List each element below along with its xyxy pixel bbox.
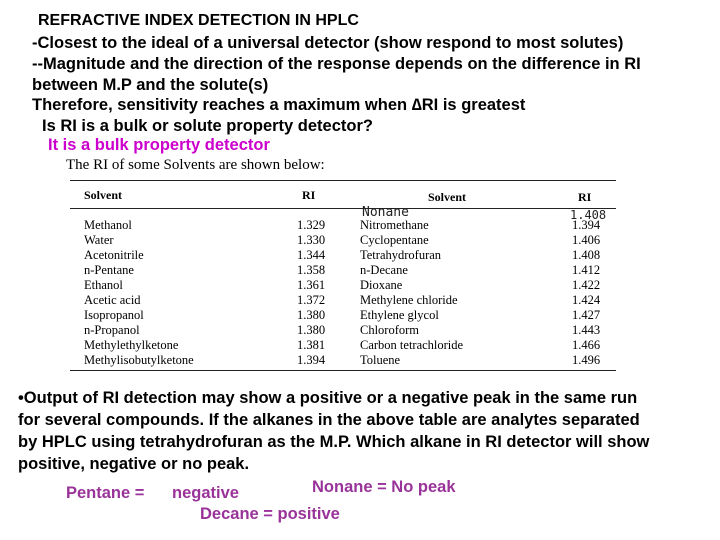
list-item: 1.330 (297, 233, 326, 247)
list-item: Isopropanol (84, 308, 144, 322)
list-item: Chloroform (360, 323, 420, 337)
line-universal-detector: -Closest to the ideal of a universal det… (32, 34, 624, 52)
bullet-line-2: for several compounds. If the alkanes in… (18, 411, 640, 429)
list-item: 1.358 (297, 263, 326, 277)
list-item: 1.496 (572, 353, 601, 367)
list-item: n-Pentane (84, 263, 134, 277)
left-solvent-column: Methanol Water Acetonitrile n-Pentane Et… (84, 218, 194, 368)
answer-bulk-property: It is a bulk property detector (48, 136, 270, 154)
list-item: 1.443 (572, 323, 601, 337)
list-item: 1.381 (297, 338, 326, 352)
list-item: 1.344 (297, 248, 326, 262)
table-header-rule (70, 208, 616, 209)
list-item: Methanol (84, 218, 132, 232)
line-sensitivity: Therefore, sensitivity reaches a maximum… (32, 96, 525, 115)
list-item: Methylethylketone (84, 338, 179, 352)
table-bottom-rule (70, 370, 616, 371)
list-item: n-Decane (360, 263, 408, 277)
answer-pentane-label: Pentane = (66, 484, 145, 502)
bullet-line-3: by HPLC using tetrahydrofuran as the M.P… (18, 433, 650, 451)
list-item: Methylene chloride (360, 293, 458, 307)
list-item: Cyclopentane (360, 233, 429, 247)
line-bulk-question: Is RI is a bulk or solute property detec… (42, 117, 373, 135)
list-item: 1.427 (572, 308, 601, 322)
list-item: 1.380 (297, 308, 326, 322)
answer-pentane-value: negative (172, 484, 239, 502)
header-solvent-left: Solvent (84, 188, 123, 202)
sensitivity-text: Therefore, sensitivity reaches a maximum… (32, 96, 412, 114)
header-solvent-right: Solvent (428, 190, 467, 204)
delta-icon: ∆ (411, 96, 422, 114)
list-item: Toluene (360, 353, 401, 367)
list-item: Water (84, 233, 114, 247)
list-item: 1.394 (297, 353, 326, 367)
list-item: 1.372 (297, 293, 326, 307)
bullet-text: Output of RI detection may show a positi… (23, 389, 638, 407)
list-item: Acetic acid (84, 293, 141, 307)
bullet-line-1: •Output of RI detection may show a posit… (18, 389, 637, 408)
list-item: n-Propanol (84, 323, 140, 337)
line-magnitude-direction: --Magnitude and the direction of the res… (32, 55, 641, 73)
list-item: 1.422 (572, 278, 601, 292)
list-item: Acetonitrile (84, 248, 144, 262)
list-item: Nitromethane (360, 218, 429, 232)
list-item: Dioxane (360, 278, 403, 292)
handwritten-nonane: Nonane (362, 205, 409, 220)
bullet-line-4: positive, negative or no peak. (18, 455, 250, 473)
right-solvent-column: Nitromethane Cyclopentane Tetrahydrofura… (360, 218, 463, 368)
list-item: 1.412 (572, 263, 601, 277)
list-item: Ethylene glycol (360, 308, 439, 322)
list-item: 1.380 (297, 323, 326, 337)
list-item: 1.408 (572, 248, 601, 262)
handwritten-nonane-ri: 1.408 (570, 208, 607, 222)
list-item: Methylisobutylketone (84, 353, 194, 367)
answer-nonane: Nonane = No peak (312, 478, 456, 496)
list-item: 1.424 (572, 293, 601, 307)
page-title: REFRACTIVE INDEX DETECTION IN HPLC (38, 12, 359, 29)
answer-decane: Decane = positive (200, 505, 340, 523)
line-between-mp-solute: between M.P and the solute(s) (32, 76, 269, 94)
list-item: 1.466 (572, 338, 601, 352)
list-item: Ethanol (84, 278, 123, 292)
list-item: Carbon tetrachloride (360, 338, 464, 352)
bullet-icon: • (18, 389, 24, 407)
sensitivity-suffix: RI is greatest (421, 96, 526, 114)
left-ri-column: 1.329 1.330 1.344 1.358 1.361 1.372 1.38… (297, 218, 325, 368)
list-item: 1.329 (297, 218, 326, 232)
list-item: 1.361 (297, 278, 326, 292)
table-caption: The RI of some Solvents are shown below: (66, 157, 325, 173)
right-ri-column: 1.394 1.406 1.408 1.412 1.422 1.424 1.42… (572, 218, 600, 368)
list-item: 1.406 (572, 233, 601, 247)
header-ri-right: RI (578, 190, 592, 204)
header-ri-left: RI (302, 188, 316, 202)
table-top-rule (70, 180, 616, 181)
list-item: Tetrahydrofuran (360, 248, 442, 262)
list-item: 1.394 (572, 218, 601, 232)
